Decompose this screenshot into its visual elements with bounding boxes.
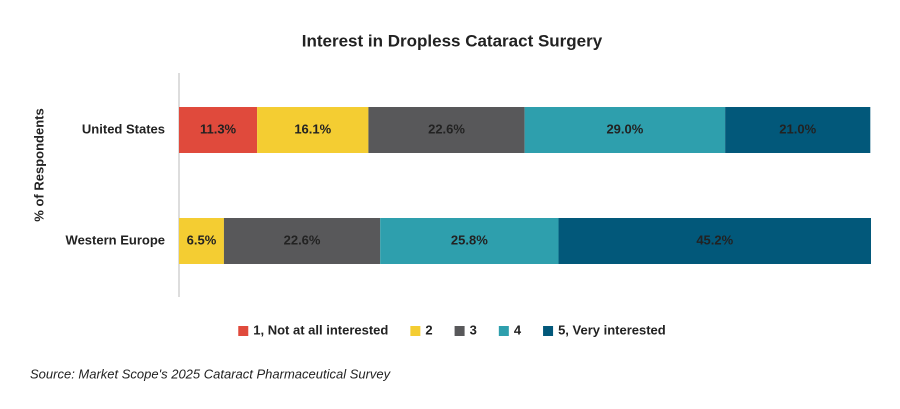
source: Source: Market Scope's 2025 Cataract Pha… bbox=[30, 366, 392, 381]
category-label: United States bbox=[82, 121, 165, 136]
legend-label: 4 bbox=[514, 322, 522, 337]
legend-swatch bbox=[454, 326, 465, 336]
legend-swatch bbox=[238, 326, 249, 336]
y-axis-title: % of Respondents bbox=[31, 108, 46, 221]
bar-segment bbox=[179, 107, 258, 153]
value-label: 22.6% bbox=[284, 232, 321, 247]
legend-swatch bbox=[498, 326, 509, 336]
legend-swatch bbox=[543, 326, 554, 336]
legend-label: 5, Very interested bbox=[558, 322, 666, 337]
legend-label: 3 bbox=[470, 322, 477, 337]
value-label: 22.6% bbox=[428, 121, 465, 136]
bar-segment bbox=[725, 107, 871, 153]
bar-segment bbox=[368, 107, 525, 153]
value-label: 29.0% bbox=[606, 121, 643, 136]
bar-segment bbox=[524, 107, 726, 153]
bar-segment bbox=[257, 107, 369, 153]
value-label: 6.5% bbox=[187, 232, 217, 247]
bar-segment bbox=[179, 218, 224, 264]
value-label: 16.1% bbox=[294, 121, 331, 136]
chart-title: Interest in Dropless Cataract Surgery bbox=[302, 31, 603, 50]
value-label: 11.3% bbox=[200, 121, 237, 136]
bar-segment bbox=[558, 218, 871, 264]
bar-segment bbox=[380, 218, 559, 264]
legend-label: 2 bbox=[425, 322, 432, 337]
value-label: 25.8% bbox=[451, 232, 488, 247]
category-label: Western Europe bbox=[66, 232, 165, 247]
legend-label: 1, Not at all interested bbox=[253, 322, 388, 337]
value-label: 21.0% bbox=[779, 121, 816, 136]
legend-swatch bbox=[410, 326, 421, 336]
bar-segment bbox=[223, 218, 381, 264]
value-label: 45.2% bbox=[696, 232, 733, 247]
